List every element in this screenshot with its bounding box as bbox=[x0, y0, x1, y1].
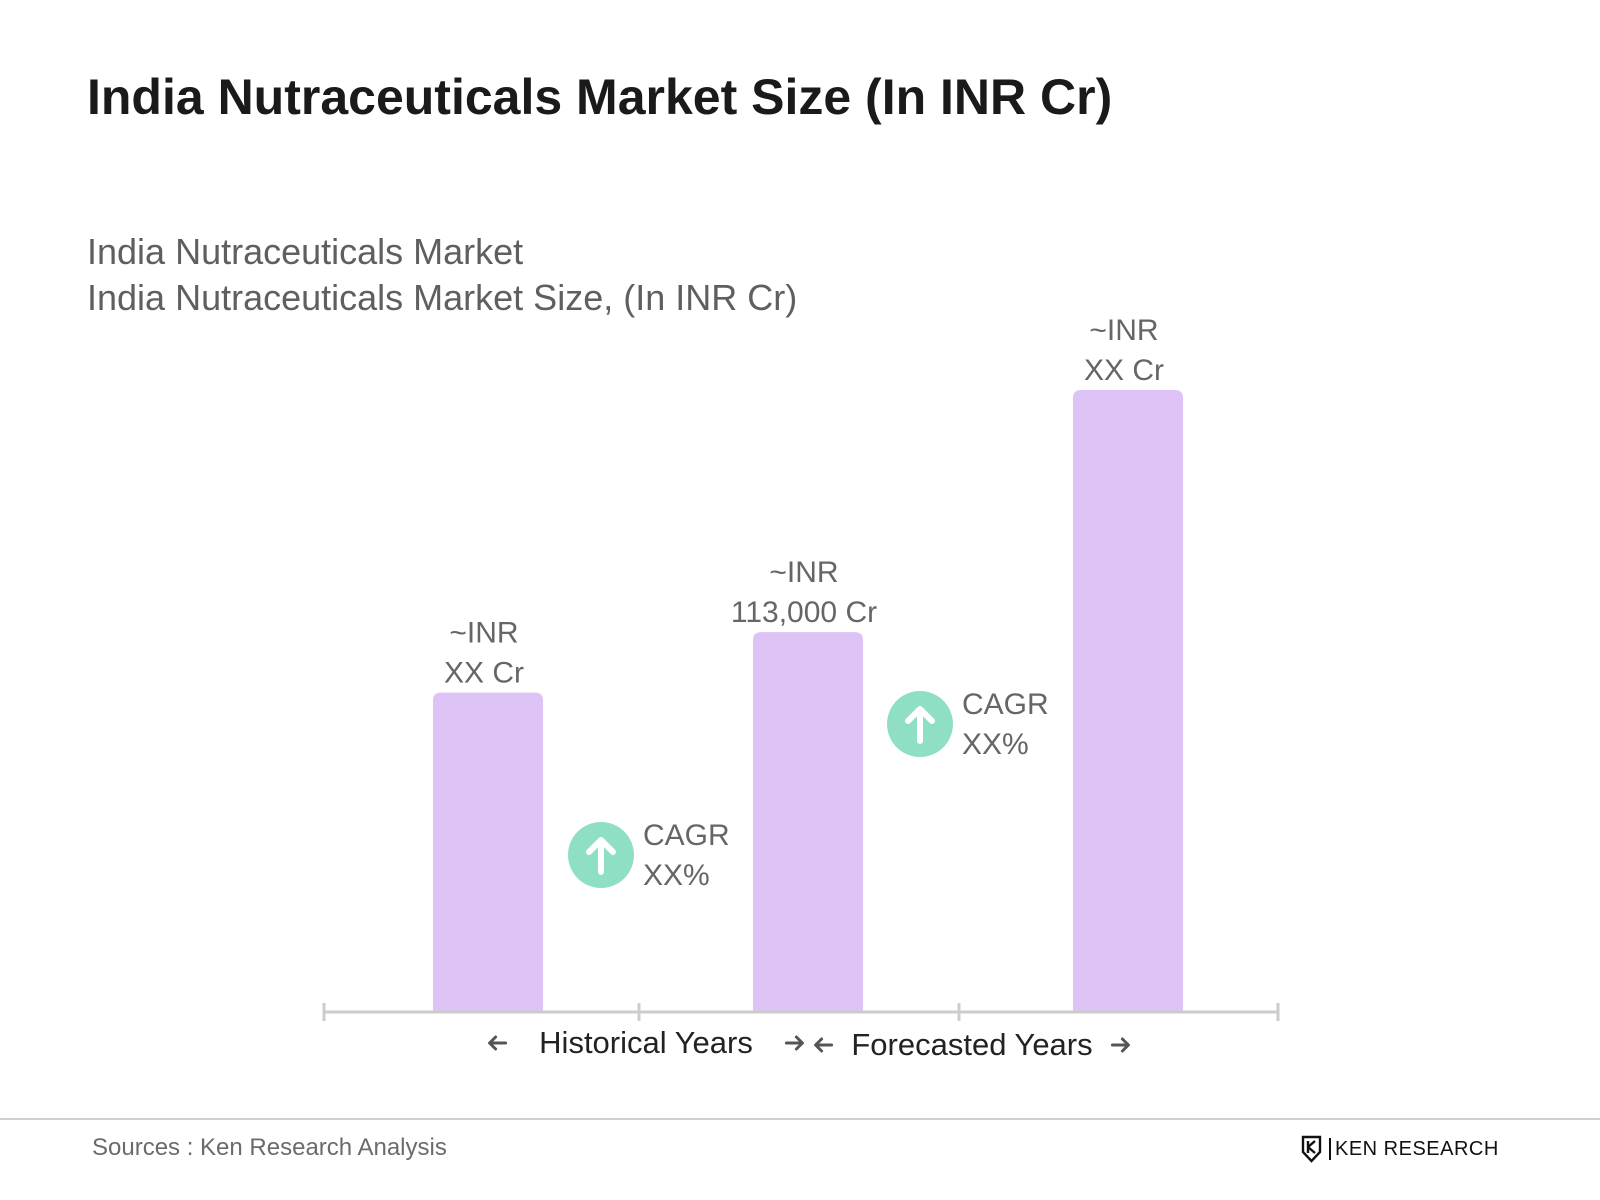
sources-note: Sources : Ken Research Analysis bbox=[92, 1134, 447, 1161]
bar-2 bbox=[753, 632, 863, 1012]
bar-1-label-line-2: XX Cr bbox=[444, 657, 524, 690]
arrow-right-icon bbox=[1110, 1037, 1130, 1053]
bar-1-label-line-1: ~INR bbox=[449, 617, 518, 650]
bar-chart: ~INR XX Cr ~INR 113,000 Cr ~INR XX Cr CAGR XX% C… bbox=[322, 314, 1280, 1062]
cagr-1-text-line-2: XX% bbox=[643, 859, 710, 892]
cagr-1-text-line-1: CAGR bbox=[643, 819, 730, 852]
ken-research-logo: KEN RESEARCH bbox=[1300, 1134, 1499, 1164]
bar-2-label-line-1: ~INR bbox=[769, 556, 838, 589]
arrow-left-icon bbox=[488, 1035, 508, 1051]
arrow-up-icon bbox=[586, 837, 616, 875]
logo-separator bbox=[1329, 1138, 1331, 1160]
bar-3 bbox=[1073, 390, 1183, 1012]
ken-research-logo-icon bbox=[1301, 1135, 1322, 1163]
arrow-right-icon bbox=[784, 1035, 804, 1051]
arrow-up-icon bbox=[905, 706, 935, 744]
bar-3-label-line-1: ~INR bbox=[1089, 314, 1158, 347]
chart-subtitle-line-1: India Nutraceuticals Market bbox=[87, 231, 524, 272]
bar-3-label-line-2: XX Cr bbox=[1084, 354, 1164, 387]
footer-divider bbox=[0, 1118, 1600, 1120]
page-title: India Nutraceuticals Market Size (In INR… bbox=[87, 69, 1113, 125]
arrow-left-icon bbox=[814, 1037, 834, 1053]
cagr-2-text-line-2: XX% bbox=[962, 728, 1029, 761]
cagr-2-text-line-1: CAGR bbox=[962, 688, 1049, 721]
period-label-1: Historical Years bbox=[539, 1025, 753, 1060]
bar-1 bbox=[433, 692, 543, 1012]
chart-subtitle-line-2: India Nutraceuticals Market Size, (In IN… bbox=[87, 277, 798, 318]
bar-2-label-line-2: 113,000 Cr bbox=[731, 596, 877, 629]
period-label-2: Forecasted Years bbox=[851, 1027, 1092, 1062]
logo-text: KEN RESEARCH bbox=[1335, 1137, 1499, 1160]
